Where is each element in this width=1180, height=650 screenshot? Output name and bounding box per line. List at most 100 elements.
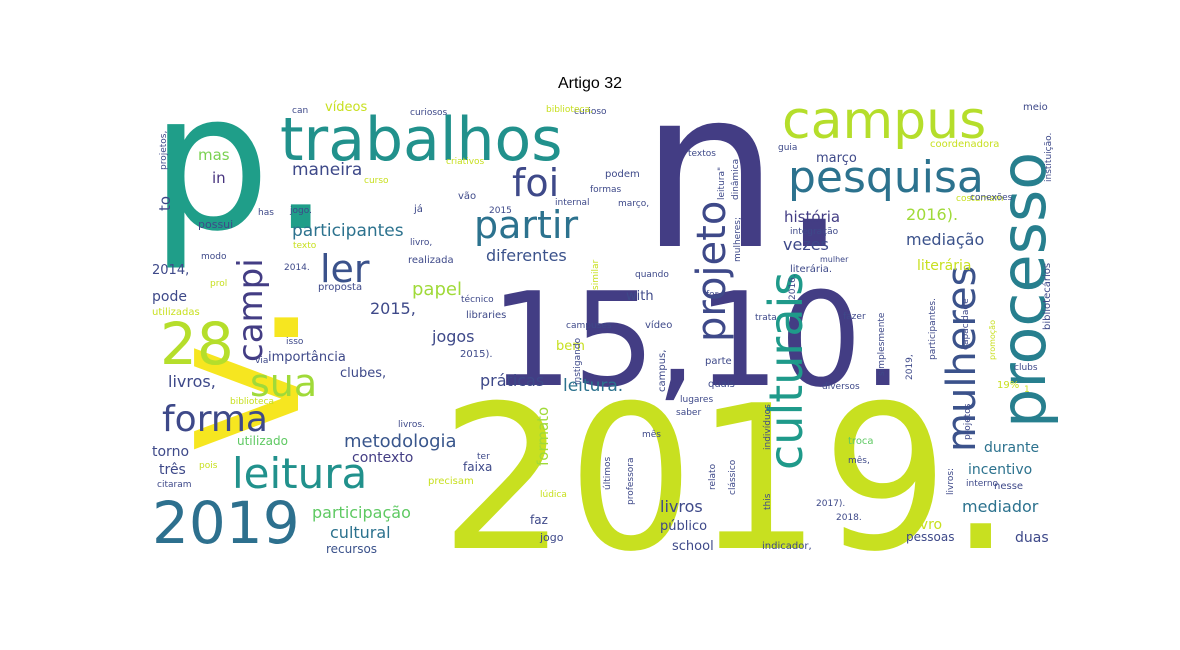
word-2014: 2014. — [284, 263, 310, 273]
word-vezes: vezes — [783, 235, 829, 254]
word-p: p. — [150, 52, 331, 273]
word-saber: saber — [676, 408, 701, 418]
word-formato: formato — [534, 407, 552, 466]
word-nesse: nesse — [994, 481, 1023, 492]
word-precisam: precisam — [428, 476, 474, 487]
word-conexoes: conexões — [970, 193, 1013, 203]
word-clubes: clubes, — [340, 366, 386, 381]
word-bibliotecarios: bibliotecários — [1041, 263, 1053, 330]
word-biblioteca: biblioteca, — [546, 105, 593, 115]
word-vao: vão — [458, 191, 476, 202]
word-leitura: leitura — [232, 449, 367, 498]
word-via: via — [255, 356, 268, 366]
word-mas: mas — [198, 146, 230, 164]
word-ja: já — [413, 203, 423, 215]
word-metodologia: metodologia — [344, 431, 457, 452]
word-2014: 2014, — [152, 263, 189, 278]
word-meio: meio — [1023, 102, 1048, 113]
word-participantes: participantes. — [928, 298, 938, 360]
word-guia: guia — [778, 143, 797, 153]
word-professora: professora — [626, 457, 636, 505]
word-internal: internal — [555, 198, 590, 208]
word-duas: duas — [1015, 530, 1049, 546]
word-2017: 2017). — [816, 499, 845, 509]
word-tres: três — [159, 462, 186, 478]
word-parte: parte — [705, 356, 732, 367]
word-with: with — [626, 289, 654, 304]
word-isso: isso — [286, 337, 304, 347]
word-leitura: leitura. — [563, 376, 623, 396]
word-curioso: curioso — [574, 107, 607, 117]
word-culturais: culturais — [759, 272, 813, 470]
word-textos: textos — [688, 149, 716, 159]
word-modo: modo — [201, 252, 227, 262]
word-similar: similar — [591, 260, 601, 290]
word-utilizado: utilizado — [237, 434, 288, 448]
word-criativos: criativos — [446, 157, 485, 167]
word-literaria: literária. — [790, 263, 832, 275]
word-ultimos: últimos — [603, 456, 613, 490]
word-mulheres: mulheres; — [733, 217, 743, 262]
word-citaram: citaram — [157, 480, 191, 490]
word-mes: mês — [642, 429, 661, 440]
word-formas: formas — [590, 185, 621, 195]
word-pessoas: pessoas — [906, 530, 954, 544]
word-28: 28 — [160, 310, 234, 378]
word-partir: partir — [474, 203, 578, 247]
word-jogos: jogos — [431, 327, 475, 346]
word-bem: bem — [556, 339, 585, 354]
word-pode: pode — [152, 289, 187, 305]
word-19: 19% — [997, 380, 1019, 391]
word-historia: história — [784, 208, 840, 226]
word-realizada: realizada — [408, 255, 454, 266]
word-ler: ler — [320, 247, 370, 291]
word-recursos: recursos — [326, 542, 377, 556]
word-videos: vídeos — [325, 100, 368, 115]
word-mulher: mulher — [820, 255, 849, 264]
word-relato: relato — [708, 463, 718, 490]
word-mediacao: mediação — [906, 230, 984, 249]
word-interno: interno — [966, 479, 999, 489]
word-lugares: lugares — [680, 395, 713, 405]
word-capacidade: capacidade — [961, 298, 971, 350]
word-faz: faz — [530, 513, 548, 527]
word-ludica: lúdica — [540, 490, 567, 500]
word-possui: possui — [198, 218, 233, 231]
word-2019: 2019. — [440, 363, 1013, 596]
word-curso: curso — [364, 176, 389, 186]
word-livro: livro — [912, 517, 942, 533]
word-simplesmente: simplesmente — [877, 312, 887, 376]
word-campus: campus — [782, 91, 986, 151]
word-curiosos: curiosos — [410, 108, 448, 118]
word-2015: 2015, — [370, 299, 416, 318]
word-n: n. — [640, 42, 849, 298]
word-forma: forma — [162, 399, 268, 440]
word-livro: livro, — [410, 238, 432, 248]
word-individuos: indivíduos — [763, 404, 773, 450]
word-projeto: projeto — [689, 201, 735, 342]
word-in: in — [212, 169, 226, 187]
word-can: can — [292, 106, 308, 116]
word-troca: troca — [848, 436, 874, 447]
word-2018: 2018. — [836, 513, 862, 523]
word-clubs: clubs — [1014, 363, 1038, 373]
word-video: vídeo — [645, 319, 672, 331]
word-ter: ter — [477, 452, 490, 462]
word-trata: trata — [755, 313, 777, 323]
word-importancia: importância — [268, 350, 346, 365]
word-marco: março, — [618, 199, 649, 209]
word-utilizadas: utilizadas — [152, 307, 200, 318]
word-literaria: literária — [917, 258, 971, 274]
word-papel: papel — [412, 279, 462, 300]
word-publico: público — [660, 519, 707, 534]
word-foi: foi — [512, 161, 559, 205]
word-pesquisa: pesquisa — [788, 152, 984, 203]
word-for: for — [706, 290, 719, 300]
word-2015: 2015). — [460, 349, 493, 360]
word-classico: clássico — [728, 459, 738, 495]
word-livros: livros, — [168, 372, 216, 391]
word-quando: quando — [635, 270, 669, 280]
word-campi: campi — [231, 258, 271, 362]
word-praticas: práticas — [480, 371, 544, 390]
